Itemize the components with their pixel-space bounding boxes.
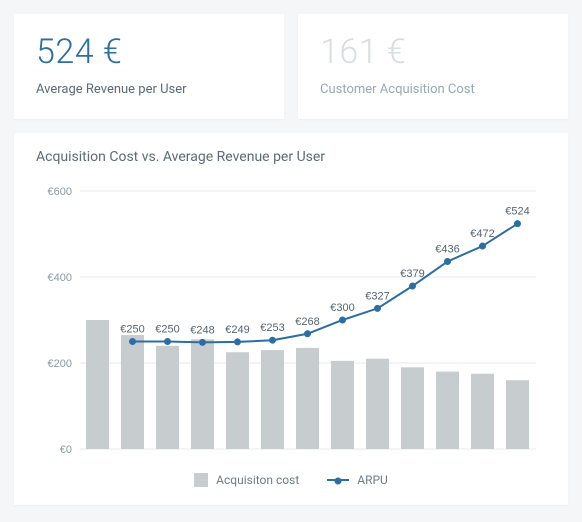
legend-label: ARPU: [357, 473, 388, 487]
kpi-card-cac: 161 € Customer Acquisition Cost: [298, 14, 568, 119]
svg-text:€268: €268: [295, 316, 319, 328]
chart-card: Acquisition Cost vs. Average Revenue per…: [14, 133, 568, 505]
svg-text:€250: €250: [120, 324, 144, 336]
svg-text:€249: €249: [225, 324, 249, 336]
line-swatch-icon: [327, 479, 349, 481]
svg-text:€250: €250: [155, 324, 179, 336]
chart-legend: Acquisiton cost ARPU: [36, 473, 546, 487]
kpi-row: 524 € Average Revenue per User 161 € Cus…: [14, 14, 568, 119]
svg-text:€436: €436: [435, 244, 459, 256]
kpi-card-arpu: 524 € Average Revenue per User: [14, 14, 284, 119]
legend-label: Acquisiton cost: [216, 473, 299, 487]
chart-title: Acquisition Cost vs. Average Revenue per…: [36, 149, 546, 165]
legend-item-line: ARPU: [327, 473, 388, 487]
svg-text:€600: €600: [48, 186, 72, 198]
svg-text:€300: €300: [330, 302, 354, 314]
legend-item-bar: Acquisiton cost: [194, 473, 299, 487]
bar-swatch-icon: [194, 473, 208, 487]
acquisition-vs-arpu-chart: €0 €200 €400 €600 €250 €250 €248 €249 €253 €268 €3…: [36, 173, 546, 463]
kpi-value: 524 €: [36, 32, 262, 72]
svg-text:€379: €379: [400, 268, 424, 280]
svg-text:€524: €524: [505, 206, 529, 218]
kpi-value: 161 €: [320, 32, 546, 72]
kpi-label: Customer Acquisition Cost: [320, 82, 546, 97]
svg-text:€248: €248: [190, 324, 214, 336]
svg-text:€472: €472: [470, 228, 494, 240]
svg-text:€0: €0: [60, 444, 72, 456]
kpi-label: Average Revenue per User: [36, 82, 262, 97]
svg-text:€253: €253: [260, 322, 284, 334]
svg-text:€400: €400: [48, 272, 72, 284]
svg-text:€200: €200: [48, 358, 72, 370]
svg-text:€327: €327: [365, 290, 389, 302]
